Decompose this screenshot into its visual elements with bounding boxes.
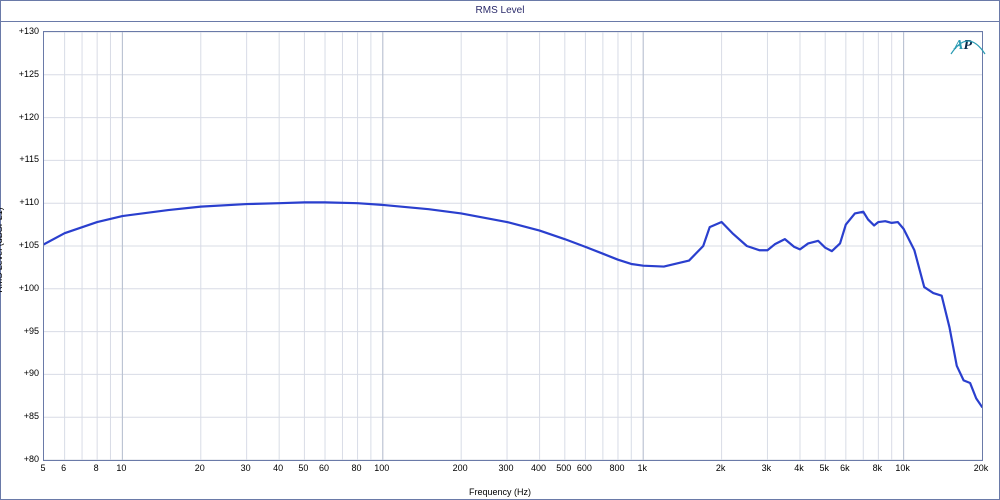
y-tick-label: +115 [19, 154, 39, 164]
x-tick-label: 50 [298, 463, 308, 473]
x-tick-label: 60 [319, 463, 329, 473]
x-tick-label: 8k [873, 463, 883, 473]
x-tick-label: 1k [637, 463, 647, 473]
x-tick-label: 600 [577, 463, 592, 473]
y-tick-label: +80 [24, 454, 39, 464]
x-tick-label: 4k [794, 463, 804, 473]
x-tick-label: 10 [116, 463, 126, 473]
logo-p: P [963, 38, 972, 53]
x-tick-label: 5 [40, 463, 45, 473]
x-tick-label: 40 [273, 463, 283, 473]
y-tick-label: +90 [24, 368, 39, 378]
x-tick-label: 6k [840, 463, 850, 473]
y-tick-label: +100 [19, 283, 39, 293]
x-tick-label: 100 [374, 463, 389, 473]
y-tick-label: +110 [19, 197, 39, 207]
chart-window: RMS Level RMS Level (dBSPL1) AP +80 +85 +9… [0, 0, 1000, 500]
y-axis-label: RMS Level (dBSPL1) [0, 207, 4, 293]
y-tick-label: +85 [24, 411, 39, 421]
x-tick-label: 20 [195, 463, 205, 473]
x-axis-label: Frequency (Hz) [469, 487, 531, 497]
plot-svg [44, 32, 982, 460]
y-tick-label: +130 [19, 26, 39, 36]
x-tick-label: 400 [531, 463, 546, 473]
y-tick-label: +125 [19, 69, 39, 79]
x-tick-label: 6 [61, 463, 66, 473]
plot-area: AP [43, 31, 983, 461]
x-tick-label: 5k [819, 463, 829, 473]
chart-title: RMS Level [1, 1, 999, 22]
x-tick-label: 80 [352, 463, 362, 473]
x-tick-label: 800 [609, 463, 624, 473]
x-tick-label: 3k [762, 463, 772, 473]
ap-logo: AP [954, 38, 972, 54]
x-tick-label: 30 [241, 463, 251, 473]
x-tick-label: 500 [556, 463, 571, 473]
x-tick-label: 20k [974, 463, 989, 473]
y-tick-label: +120 [19, 112, 39, 122]
x-tick-label: 300 [499, 463, 514, 473]
x-tick-label: 2k [716, 463, 726, 473]
y-tick-label: +95 [24, 326, 39, 336]
y-tick-label: +105 [19, 240, 39, 250]
x-tick-label: 8 [94, 463, 99, 473]
x-tick-label: 10k [895, 463, 910, 473]
x-tick-label: 200 [453, 463, 468, 473]
